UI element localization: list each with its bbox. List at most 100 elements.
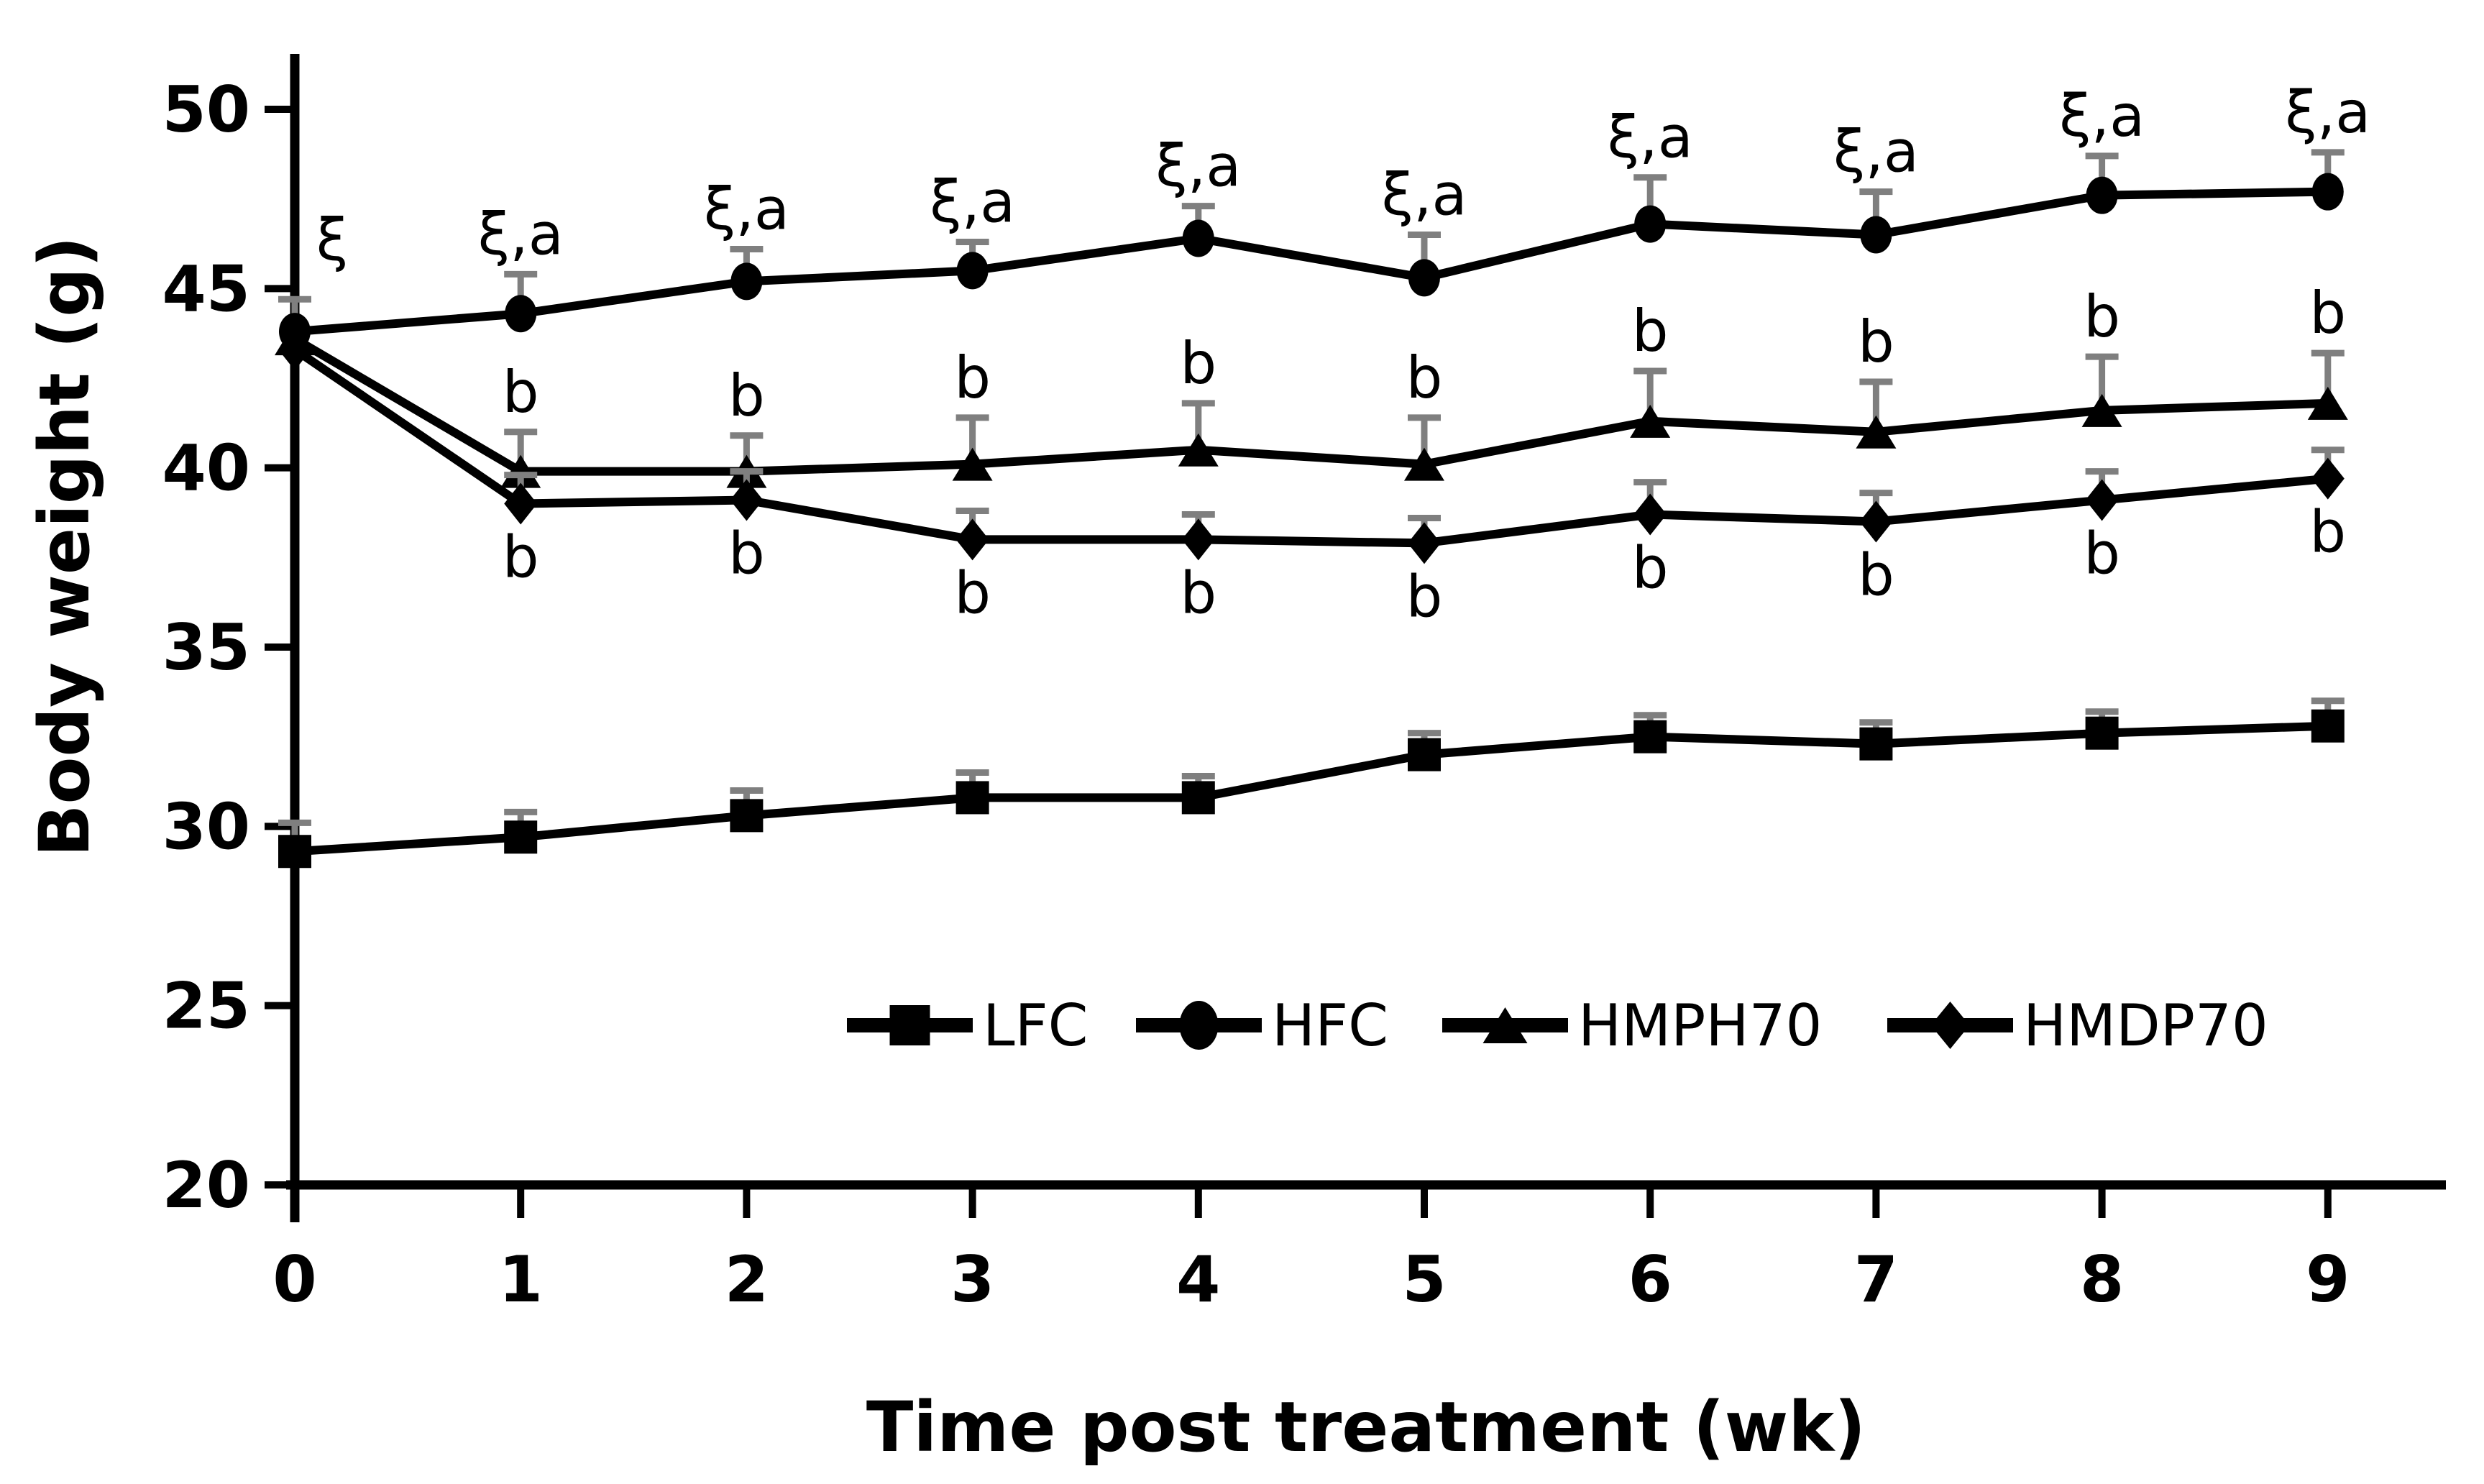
square-legend-marker — [889, 1005, 930, 1045]
y-tick-label: 35 — [162, 610, 250, 684]
significance-label: b — [728, 521, 765, 587]
xi-annotation: ξ — [316, 206, 349, 273]
triangle-marker — [500, 454, 541, 488]
y-tick-label: 25 — [162, 969, 250, 1043]
circle-marker — [730, 262, 763, 301]
y-tick-label: 40 — [162, 431, 250, 505]
x-tick-label: 4 — [1176, 1242, 1220, 1316]
significance-label: b — [954, 344, 991, 411]
legend-item-HFC: HFC — [1136, 992, 1388, 1059]
significance-label: b — [1858, 541, 1894, 608]
x-tick-label: 6 — [1628, 1242, 1672, 1316]
diamond-marker — [955, 518, 989, 561]
square-marker — [1633, 720, 1667, 754]
x-tick-label: 2 — [725, 1242, 769, 1316]
circle-marker — [1408, 259, 1440, 297]
circle-marker — [2311, 173, 2344, 211]
significance-label: ξ,a — [704, 175, 789, 242]
significance-label: b — [954, 559, 991, 626]
legend-item-HMPH70: HMPH70 — [1442, 992, 1822, 1059]
circle-marker — [1860, 216, 1892, 254]
significance-label: b — [2309, 499, 2346, 566]
significance-label: b — [1632, 534, 1669, 601]
legend-label: LFC — [983, 992, 1088, 1059]
y-tick-label: 45 — [162, 252, 250, 326]
triangle-marker — [1404, 447, 1444, 481]
legend-label: HMPH70 — [1578, 992, 1822, 1059]
x-tick-label: 1 — [499, 1242, 543, 1316]
circle-marker — [2086, 176, 2118, 214]
square-marker — [504, 820, 538, 854]
significance-label: b — [1180, 330, 1216, 397]
circle-marker — [956, 252, 989, 290]
square-marker — [730, 799, 764, 833]
series-HFC: ξ,a ξ,a ξ,a ξ,a ξ,a ξ,a ξ,a ξ,a ξ,a — [278, 79, 2370, 351]
y-tick-label: 50 — [162, 73, 250, 147]
y-tick-label: 30 — [162, 789, 250, 864]
triangle-marker — [2307, 386, 2348, 420]
triangle-marker — [1178, 433, 1219, 467]
significance-label: b — [1406, 563, 1443, 630]
diamond-marker — [2085, 479, 2119, 521]
significance-label: b — [1858, 308, 1894, 375]
x-tick-label: 5 — [1402, 1242, 1446, 1316]
triangle-marker — [952, 447, 993, 481]
square-marker — [2311, 709, 2345, 743]
circle-legend-marker — [1179, 1001, 1219, 1050]
triangle-marker — [2081, 393, 2122, 427]
significance-label: b — [503, 524, 539, 591]
legend-label: HMDP70 — [2023, 992, 2268, 1059]
legend: LFC HFC HMPH70 HMDP70 — [847, 992, 2268, 1059]
legend-item-LFC: LFC — [847, 992, 1088, 1059]
square-marker — [278, 835, 311, 869]
significance-label: b — [1406, 344, 1443, 411]
square-marker — [955, 781, 989, 815]
series-line — [292, 346, 2329, 548]
square-marker — [1408, 738, 1441, 771]
significance-label: b — [1632, 298, 1669, 365]
significance-label: ξ,a — [1155, 133, 1241, 200]
diamond-legend-marker — [1930, 1002, 1970, 1049]
x-axis-title: Time post treatment (wk) — [866, 1387, 1866, 1467]
diamond-marker — [1633, 493, 1667, 536]
significance-label: b — [1180, 559, 1216, 626]
significance-label: b — [728, 362, 765, 429]
square-marker — [1181, 781, 1215, 815]
triangle-marker — [1630, 404, 1671, 438]
circle-marker — [505, 295, 537, 333]
series-LFC — [278, 697, 2345, 869]
significance-label: b — [2309, 280, 2346, 347]
diamond-marker — [1181, 518, 1215, 561]
series-line — [294, 187, 2328, 336]
square-marker — [1859, 727, 1893, 761]
diamond-marker — [1408, 522, 1441, 564]
square-marker — [2085, 716, 2119, 750]
series-line — [292, 334, 2328, 476]
significance-label: ξ,a — [1381, 162, 1467, 229]
series-line — [294, 721, 2328, 856]
diamond-marker — [730, 479, 764, 521]
triangle-legend-marker — [1482, 1007, 1528, 1043]
significance-label: b — [2084, 521, 2120, 587]
significance-label: ξ,a — [930, 168, 1015, 235]
significance-label: ξ,a — [2285, 79, 2370, 146]
diamond-marker — [278, 329, 311, 371]
triangle-marker — [1856, 415, 1897, 449]
x-tick-label: 7 — [1854, 1242, 1898, 1316]
x-tick-label: 9 — [2306, 1242, 2350, 1316]
y-axis-title: Body weight (g) — [24, 236, 105, 857]
significance-label: ξ,a — [1608, 104, 1693, 171]
significance-label: b — [2084, 283, 2120, 350]
significance-label: b — [503, 359, 539, 426]
significance-label: ξ,a — [478, 201, 564, 267]
diamond-marker — [2311, 457, 2345, 500]
significance-label: ξ,a — [2059, 83, 2145, 150]
significance-label: ξ,a — [1833, 119, 1919, 186]
x-tick-label: 8 — [2080, 1242, 2124, 1316]
series-HMDP70: b b b b b b b b b — [278, 329, 2346, 630]
x-tick-label: 0 — [272, 1242, 316, 1316]
y-tick-label: 20 — [162, 1148, 250, 1222]
